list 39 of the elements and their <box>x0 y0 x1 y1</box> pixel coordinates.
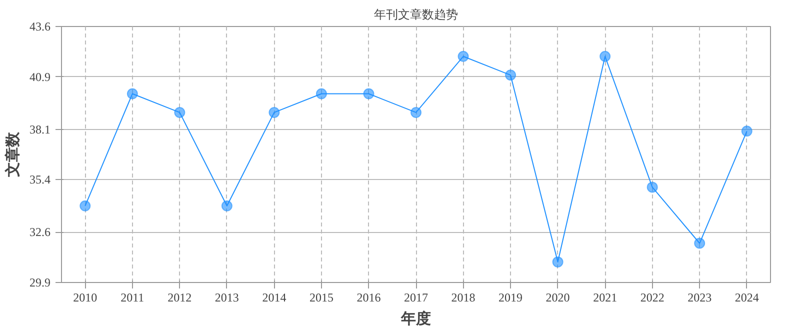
y-tick-label: 38.1 <box>30 122 50 136</box>
point <box>80 200 91 212</box>
x-tick-label: 2015 <box>309 290 334 304</box>
y-tick-label: 35.4 <box>30 172 50 187</box>
y-tick-label: 32.6 <box>30 225 50 240</box>
x-tick-label: 2019 <box>498 290 523 304</box>
x-axis-title: 年度 <box>400 310 431 328</box>
point <box>410 106 422 118</box>
y-tick-label: 40.9 <box>30 70 50 84</box>
y-tick-label: 43.6 <box>30 20 50 34</box>
x-tick-label: 2017 <box>404 290 428 304</box>
x-tick-label: 2018 <box>451 290 476 304</box>
x-tick-label: 2021 <box>593 290 618 304</box>
x-tick-label: 2011 <box>120 290 144 304</box>
x-tick-label: 2014 <box>262 290 286 304</box>
y-tick-label: 29.9 <box>30 276 50 290</box>
point <box>646 182 658 193</box>
point <box>221 200 232 212</box>
point <box>458 50 469 62</box>
point <box>268 106 280 118</box>
point <box>174 106 186 118</box>
point <box>694 238 706 249</box>
x-tick-label: 2022 <box>640 290 664 304</box>
x-tick-label: 2010 <box>73 290 98 304</box>
y-axis-title: 文章数 <box>4 131 22 178</box>
x-tick-label: 2013 <box>214 290 239 304</box>
x-tick-label: 2016 <box>356 290 381 304</box>
x-tick-label: 2020 <box>546 290 570 304</box>
x-tick-label: 2012 <box>168 290 192 304</box>
point <box>741 126 752 137</box>
x-tick-label: 2023 <box>688 290 712 304</box>
point <box>363 88 374 100</box>
chart-title: 年刊文章数趋势 <box>374 8 458 22</box>
x-tick-label: 2024 <box>734 290 759 304</box>
point <box>316 88 327 100</box>
point <box>600 50 611 62</box>
point <box>126 88 138 100</box>
point <box>552 256 564 268</box>
point <box>505 70 516 81</box>
